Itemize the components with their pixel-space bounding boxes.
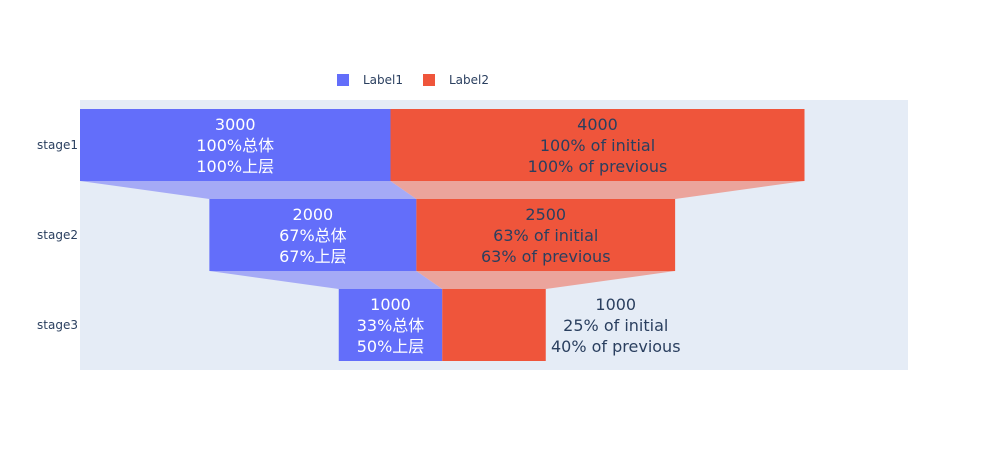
legend-swatch-label1[interactable] [337, 74, 349, 86]
data-label-label2-stage3-line2: 25% of initial [563, 316, 668, 335]
data-label-label2-stage1-line2: 100% of initial [540, 136, 655, 155]
y-tick-stage2: stage2 [37, 228, 78, 242]
data-label-label1-stage1-line1: 3000 [215, 115, 256, 134]
connector-label1 [80, 181, 417, 199]
connector-label2 [416, 271, 676, 289]
data-label-label1-stage2-line2: 67%总体 [279, 226, 347, 245]
connector-label1 [209, 271, 443, 289]
data-label-label1-stage2-line1: 2000 [293, 205, 334, 224]
data-label-label2-stage3-line3: 40% of previous [551, 337, 681, 356]
data-label-label1-stage1-line3: 100%上层 [196, 157, 274, 176]
data-label-label1-stage3-line2: 33%总体 [357, 316, 425, 335]
bar-label1-stage1[interactable] [80, 109, 391, 181]
bar-label2-stage1[interactable] [390, 109, 805, 181]
legend-swatch-label2[interactable] [423, 74, 435, 86]
data-label-label2-stage2-line1: 2500 [525, 205, 566, 224]
funnel-bars [80, 109, 805, 361]
y-tick-stage3: stage3 [37, 318, 78, 332]
y-tick-stage1: stage1 [37, 138, 78, 152]
data-label-label1-stage3-line1: 1000 [370, 295, 411, 314]
data-label-label2-stage1-line3: 100% of previous [528, 157, 668, 176]
bar-label2-stage3[interactable] [442, 289, 546, 361]
bar-labels: 3000 100%总体 100%上层 4000 100% of initial 100% … [196, 115, 680, 356]
data-label-label2-stage2-line2: 63% of initial [493, 226, 598, 245]
bar-label1-stage3[interactable] [338, 289, 443, 361]
bar-label1-stage2[interactable] [209, 199, 417, 271]
data-label-label1-stage3-line3: 50%上层 [357, 337, 425, 356]
legend-label-label2[interactable]: Label2 [449, 73, 489, 87]
legend-label-label1[interactable]: Label1 [363, 73, 403, 87]
data-label-label2-stage2-line3: 63% of previous [481, 247, 611, 266]
data-label-label2-stage1-line1: 4000 [577, 115, 618, 134]
data-label-label1-stage2-line3: 67%上层 [279, 247, 347, 266]
connector-label2 [390, 181, 805, 199]
legend[interactable]: Label1 Label2 [337, 73, 489, 87]
funnel-connectors [80, 181, 805, 289]
data-label-label1-stage1-line2: 100%总体 [196, 136, 274, 155]
bar-label2-stage2[interactable] [416, 199, 676, 271]
y-axis-ticks: stage1 stage2 stage3 [37, 138, 78, 332]
data-label-label2-stage3-line1: 1000 [595, 295, 636, 314]
